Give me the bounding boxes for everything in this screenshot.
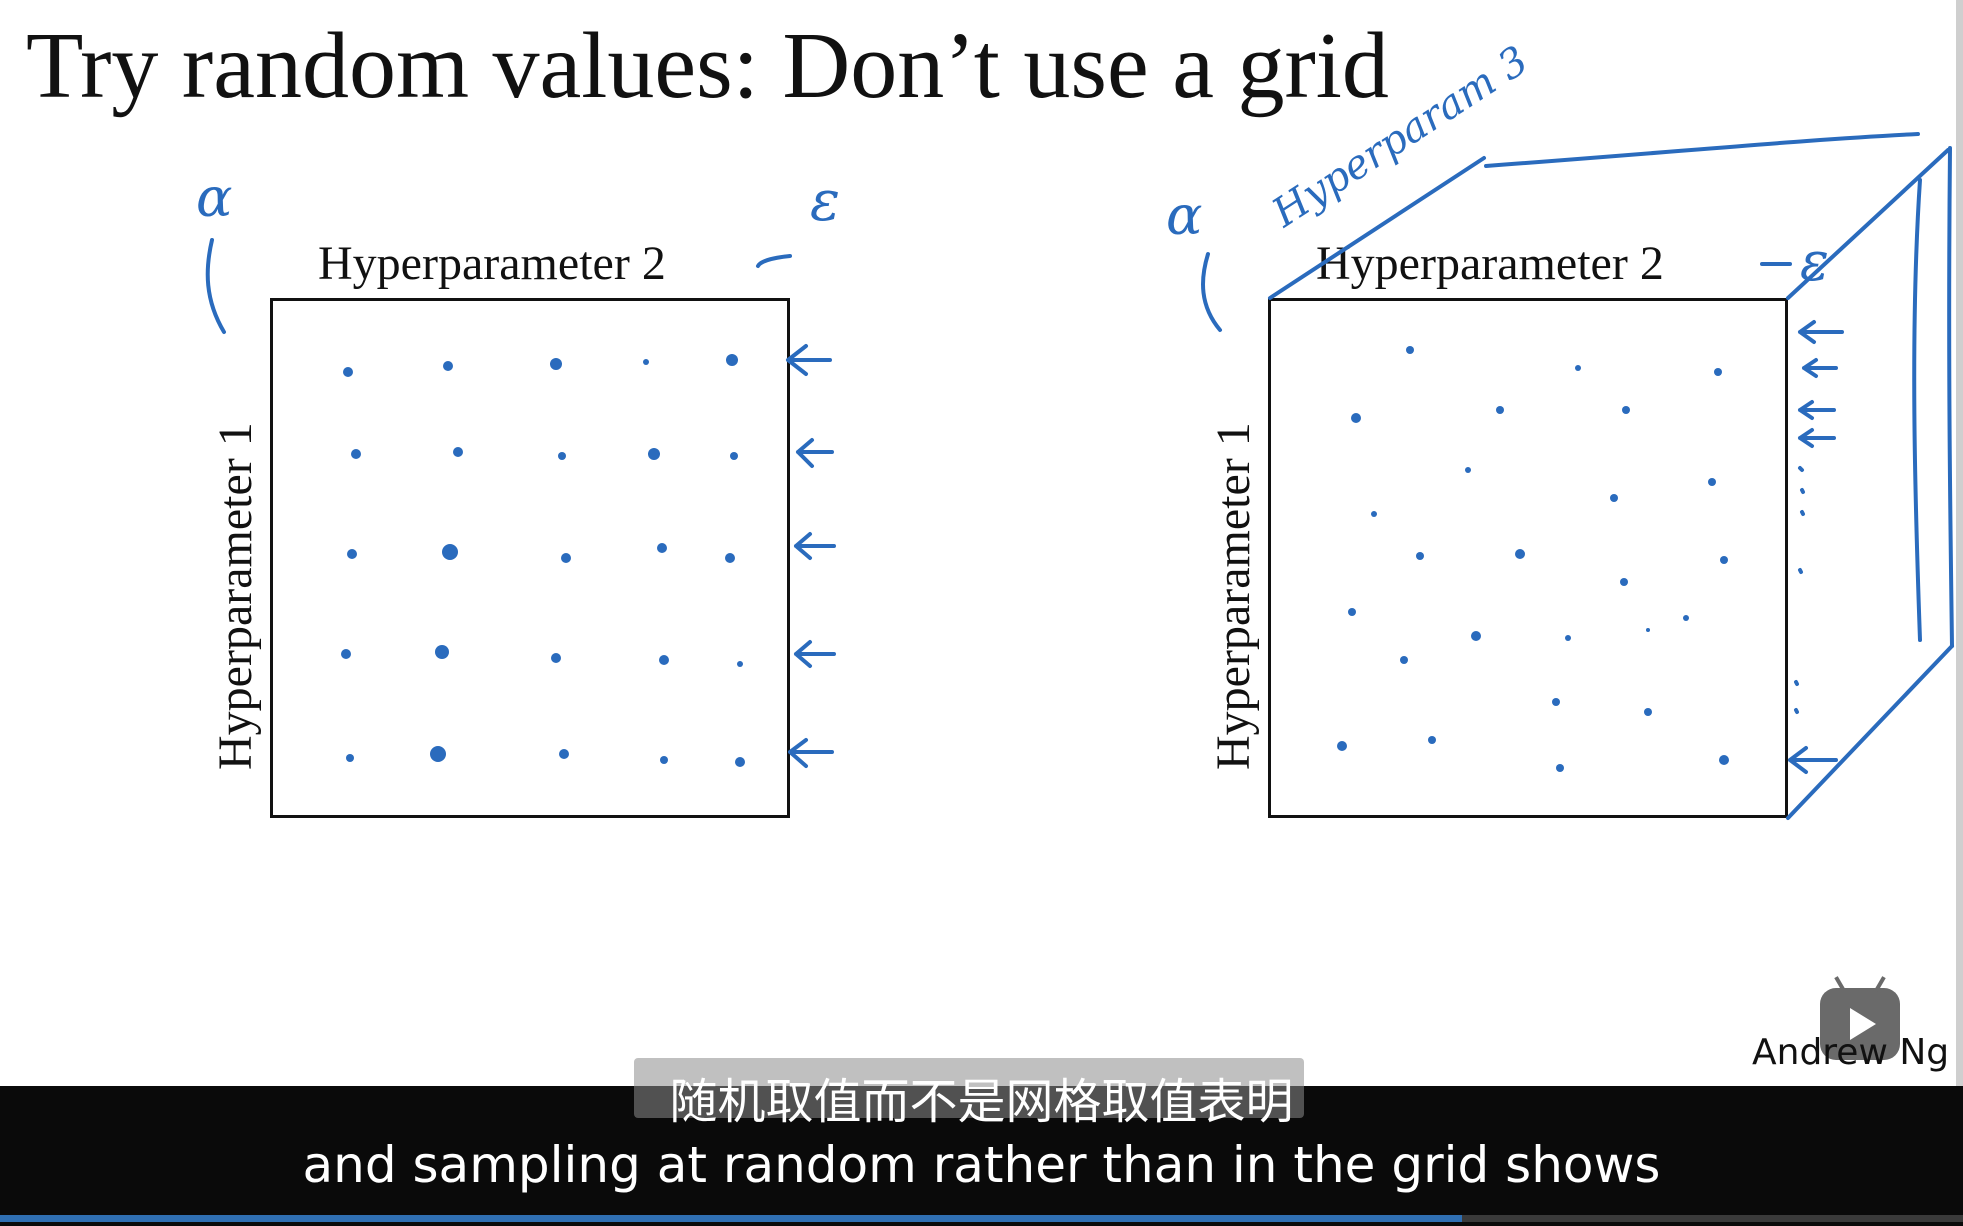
subtitle-english: and sampling at random rather than in th… bbox=[302, 1136, 1661, 1194]
progress-fill bbox=[0, 1215, 1463, 1222]
grid-sample-points bbox=[341, 354, 745, 767]
subtitle-chinese-background bbox=[634, 1058, 1304, 1118]
right-axis-top-label: Hyperparameter 2 bbox=[1316, 237, 1664, 290]
grid-sampling-box bbox=[270, 298, 790, 818]
left-axis-top-label: Hyperparameter 2 bbox=[318, 237, 666, 290]
arrow-icon bbox=[1788, 320, 1844, 774]
alpha-annotation: α bbox=[196, 166, 232, 229]
progress-bar[interactable] bbox=[0, 1215, 1963, 1222]
window-edge bbox=[1956, 0, 1963, 1086]
bilibili-tv-icon[interactable] bbox=[1820, 976, 1900, 1060]
alpha-annotation-right: α bbox=[1166, 184, 1202, 247]
author-label: Andrew Ng bbox=[1752, 1032, 1950, 1073]
hyperparam3-annotation: Hyperparam 3 bbox=[1264, 37, 1537, 236]
arrow-icon bbox=[786, 344, 836, 768]
subtitle-chinese: 随机取值而不是网格取值表明 bbox=[669, 1074, 1294, 1130]
epsilon-annotation-right: ε bbox=[1800, 230, 1829, 293]
epsilon-annotation: ε bbox=[810, 169, 840, 234]
play-icon bbox=[1850, 1008, 1876, 1040]
slide-title: Try random values: Don’t use a grid bbox=[26, 14, 1389, 118]
random-sample-points bbox=[1337, 346, 1729, 772]
random-sampling-box bbox=[1268, 298, 1788, 818]
